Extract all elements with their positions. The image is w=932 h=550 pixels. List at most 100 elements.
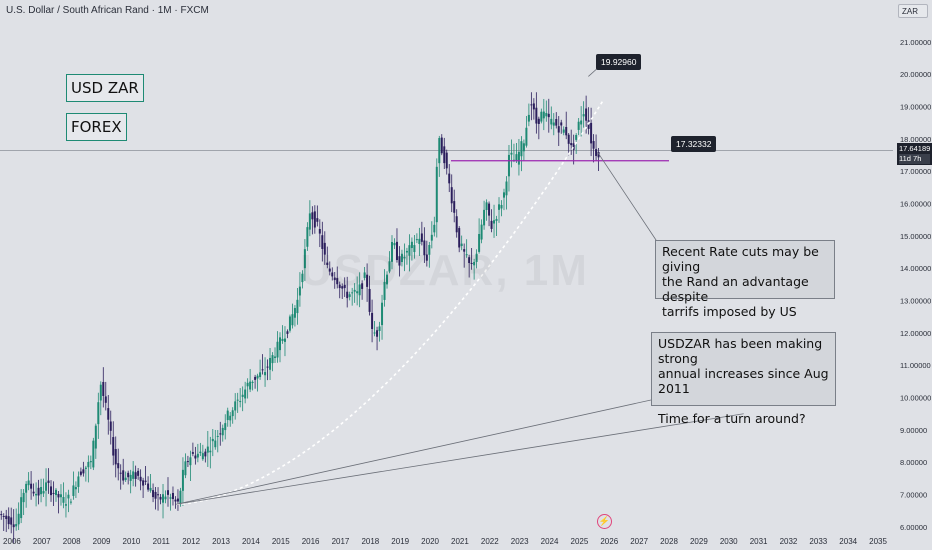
candle-body bbox=[147, 483, 150, 490]
candle-body bbox=[231, 410, 234, 417]
candle-body bbox=[505, 181, 508, 196]
x-tick-label: 2029 bbox=[690, 537, 708, 546]
candle-body bbox=[510, 152, 513, 155]
candle-body bbox=[331, 272, 334, 277]
rate-cuts-note[interactable]: Recent Rate cuts may be giving the Rand … bbox=[655, 240, 835, 319]
x-tick-label: 2009 bbox=[93, 537, 111, 546]
candle-body bbox=[555, 119, 558, 126]
candle-body bbox=[493, 220, 496, 224]
y-tick-label: 14.00000 bbox=[900, 264, 931, 273]
candle-body bbox=[361, 283, 364, 289]
candle-body bbox=[336, 278, 339, 285]
candle-body bbox=[102, 381, 105, 396]
y-tick-label: 8.00000 bbox=[900, 458, 927, 467]
x-tick-label: 2031 bbox=[750, 537, 768, 546]
candle-body bbox=[152, 490, 155, 498]
y-tick-label: 9.00000 bbox=[900, 426, 927, 435]
candle-body bbox=[557, 126, 560, 133]
lightning-icon[interactable]: ⚡ bbox=[597, 514, 612, 529]
candle-body bbox=[216, 435, 219, 437]
candle-body bbox=[157, 494, 160, 496]
candle-body bbox=[87, 461, 90, 468]
x-tick-label: 2021 bbox=[451, 537, 469, 546]
symbol-title: U.S. Dollar / South African Rand · 1M · … bbox=[6, 5, 209, 16]
candle-body bbox=[129, 474, 132, 481]
candle-body bbox=[293, 308, 296, 318]
candle-body bbox=[410, 241, 413, 249]
candle-body bbox=[495, 218, 498, 221]
candle-body bbox=[286, 331, 289, 334]
candle-body bbox=[20, 497, 23, 519]
candle-body bbox=[527, 114, 530, 122]
candle-body bbox=[256, 375, 259, 379]
candle-body bbox=[122, 470, 125, 481]
candle-body bbox=[547, 113, 550, 118]
candle-body bbox=[119, 472, 122, 474]
candle-body bbox=[306, 227, 309, 247]
candle-body bbox=[515, 154, 518, 161]
y-tick-label: 13.00000 bbox=[900, 297, 931, 306]
candle-body bbox=[196, 453, 199, 458]
candle-body bbox=[488, 203, 491, 216]
candle-body bbox=[552, 122, 555, 126]
candle-body bbox=[107, 408, 110, 420]
candle-body bbox=[465, 254, 468, 256]
candle-body bbox=[470, 262, 473, 264]
candle-body bbox=[567, 134, 570, 144]
candle-body bbox=[67, 494, 70, 499]
candle-body bbox=[259, 372, 262, 378]
candle-body bbox=[97, 402, 100, 425]
candle-body bbox=[383, 281, 386, 300]
candle-body bbox=[475, 253, 478, 262]
candle-body bbox=[580, 120, 583, 125]
candle-body bbox=[348, 294, 351, 297]
x-tick-label: 2010 bbox=[123, 537, 141, 546]
candle-body bbox=[35, 493, 38, 496]
candle-body bbox=[249, 381, 252, 390]
candle-body bbox=[179, 490, 182, 504]
candle-body bbox=[425, 254, 428, 261]
candle-body bbox=[318, 229, 321, 234]
candle-body bbox=[321, 235, 324, 249]
candle-body bbox=[174, 499, 177, 502]
candle-body bbox=[415, 239, 418, 241]
candle-body bbox=[32, 491, 35, 494]
currency-badge[interactable]: ZAR bbox=[898, 4, 928, 18]
candle-body bbox=[333, 277, 336, 281]
candle-body bbox=[219, 433, 222, 435]
candle-body bbox=[17, 513, 20, 525]
candle-body bbox=[137, 470, 140, 476]
candle-body bbox=[199, 451, 202, 454]
candle-body bbox=[25, 483, 28, 493]
candle-body bbox=[201, 453, 204, 460]
candle-body bbox=[226, 410, 229, 421]
candle-body bbox=[229, 415, 232, 421]
candle-body bbox=[62, 497, 65, 503]
candle-body bbox=[438, 138, 441, 164]
candle-body bbox=[522, 143, 525, 152]
candle-body bbox=[418, 238, 421, 245]
candle-body bbox=[114, 449, 117, 465]
candle-body bbox=[468, 257, 471, 264]
x-tick-label: 2027 bbox=[630, 537, 648, 546]
candle-body bbox=[72, 485, 75, 496]
annual-increase-note[interactable]: USDZAR has been making strong annual inc… bbox=[651, 332, 836, 426]
candle-body bbox=[94, 425, 97, 449]
x-tick-label: 2016 bbox=[302, 537, 320, 546]
candle-body bbox=[378, 326, 381, 331]
x-tick-label: 2011 bbox=[153, 537, 171, 546]
candle-body bbox=[430, 234, 433, 241]
y-tick-label: 6.00000 bbox=[900, 523, 927, 532]
candle-body bbox=[239, 401, 242, 403]
candle-body bbox=[7, 516, 10, 525]
candle-body bbox=[241, 394, 244, 397]
candle-body bbox=[127, 472, 130, 478]
candle-body bbox=[565, 126, 568, 136]
candle-body bbox=[517, 151, 520, 165]
candle-body bbox=[313, 211, 316, 228]
candle-body bbox=[45, 482, 48, 491]
x-tick-label: 2034 bbox=[839, 537, 857, 546]
candle-body bbox=[420, 233, 423, 242]
